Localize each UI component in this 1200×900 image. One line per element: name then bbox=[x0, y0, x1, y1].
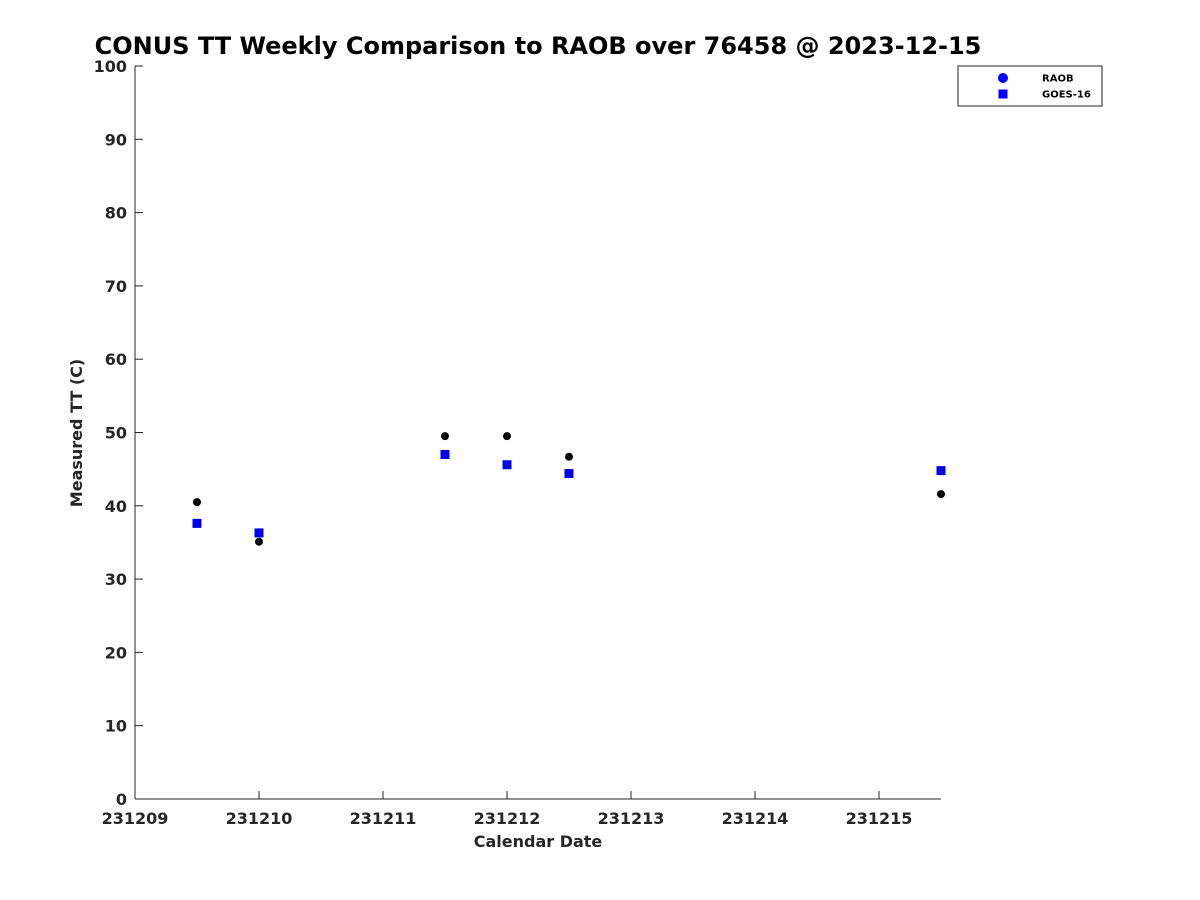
goes16-point bbox=[254, 528, 264, 538]
legend-raob-label: RAOB bbox=[1042, 74, 1074, 85]
y-tick-label: 100 bbox=[94, 57, 127, 76]
y-axis-ticks: 0 10 20 30 40 50 60 70 80 90 100 bbox=[94, 57, 143, 809]
goes16-point bbox=[440, 449, 450, 459]
raob-point bbox=[503, 432, 511, 441]
y-tick-label: 50 bbox=[105, 424, 127, 443]
x-tick-label: 231209 bbox=[102, 809, 169, 828]
x-axis-ticks: 231209 231210 231211 231212 231213 231214 2312… bbox=[102, 791, 913, 828]
legend-goes16-marker bbox=[998, 89, 1008, 99]
y-tick-label: 40 bbox=[105, 497, 127, 516]
x-tick-label: 231213 bbox=[598, 809, 665, 828]
x-tick-label: 231212 bbox=[474, 809, 541, 828]
y-tick-label: 10 bbox=[105, 717, 127, 736]
y-tick-label: 30 bbox=[105, 570, 127, 589]
data-points bbox=[192, 432, 946, 546]
y-tick-label: 80 bbox=[105, 204, 127, 223]
x-tick-label: 231215 bbox=[846, 809, 913, 828]
legend-goes16-label: GOES-16 bbox=[1042, 90, 1091, 101]
x-tick-label: 231214 bbox=[722, 809, 789, 828]
goes16-point bbox=[936, 466, 946, 476]
chart-title: CONUS TT Weekly Comparison to RAOB over … bbox=[95, 32, 982, 60]
goes16-point bbox=[564, 469, 574, 479]
goes16-point bbox=[192, 518, 202, 528]
legend-raob-marker bbox=[998, 73, 1008, 83]
y-tick-label: 60 bbox=[105, 350, 127, 369]
x-axis-label: Calendar Date bbox=[474, 832, 603, 851]
x-tick-label: 231211 bbox=[350, 809, 417, 828]
y-axis-label: Measured TT (C) bbox=[67, 359, 86, 507]
x-tick-label: 231210 bbox=[226, 809, 293, 828]
raob-point bbox=[193, 498, 201, 507]
plot-axes bbox=[134, 66, 941, 800]
y-tick-label: 20 bbox=[105, 643, 127, 662]
y-tick-label: 70 bbox=[105, 277, 127, 296]
legend-box bbox=[957, 65, 1103, 107]
raob-point bbox=[255, 537, 263, 546]
raob-point bbox=[937, 490, 945, 499]
y-tick-label: 90 bbox=[105, 130, 127, 149]
raob-point bbox=[441, 432, 449, 441]
raob-point bbox=[565, 452, 573, 461]
legend: RAOB GOES-16 bbox=[957, 65, 1103, 107]
goes16-point bbox=[502, 460, 512, 470]
y-tick-label: 0 bbox=[116, 790, 127, 809]
